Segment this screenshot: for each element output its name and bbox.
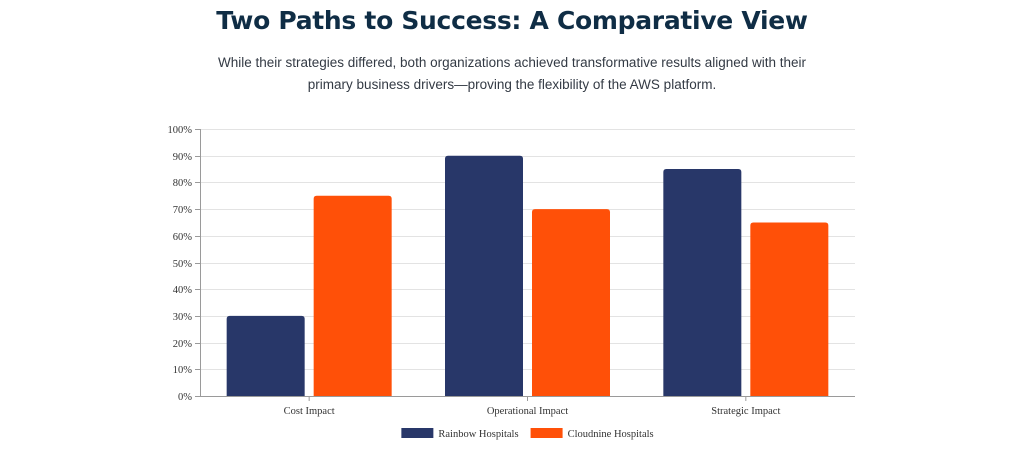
y-tick-label: 30% [173, 312, 193, 323]
y-tick-label: 20% [173, 339, 193, 350]
y-tick-label: 100% [168, 125, 193, 136]
legend-swatch [401, 428, 434, 438]
y-tick-label: 10% [173, 365, 193, 376]
y-tick-label: 0% [178, 392, 192, 403]
x-tick-label: Strategic Impact [711, 406, 780, 417]
chart-subtitle: While their strategies differed, both or… [217, 55, 807, 92]
x-tick-label: Cost Impact [284, 406, 335, 417]
chart-title: Two Paths to Success: A Comparative View [216, 6, 808, 35]
bar-cloudnine-hospitals [750, 222, 829, 396]
y-tick-label: 60% [173, 232, 193, 243]
bar-rainbow-hospitals [226, 315, 305, 396]
bar-rainbow-hospitals [445, 155, 523, 396]
y-tick-label: 50% [173, 259, 193, 270]
x-tick-label: Operational Impact [487, 406, 568, 417]
legend-label: Rainbow Hospitals [438, 429, 518, 440]
y-tick-label: 40% [173, 285, 193, 296]
y-tick-label: 80% [173, 178, 193, 189]
bar-cloudnine-hospitals [532, 209, 610, 396]
y-tick-label: 90% [173, 152, 193, 163]
legend-label: Cloudnine Hospitals [568, 429, 654, 440]
bar-rainbow-hospitals [663, 169, 742, 396]
y-tick-label: 70% [173, 205, 193, 216]
bar-cloudnine-hospitals [313, 195, 392, 396]
legend-swatch [530, 428, 563, 438]
